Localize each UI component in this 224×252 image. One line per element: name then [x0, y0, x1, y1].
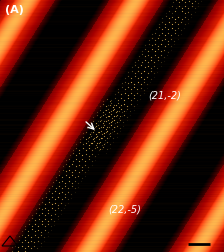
Text: (22,-5): (22,-5)	[108, 204, 141, 214]
Text: (21,-2): (21,-2)	[148, 90, 181, 100]
Text: (A): (A)	[5, 5, 24, 15]
